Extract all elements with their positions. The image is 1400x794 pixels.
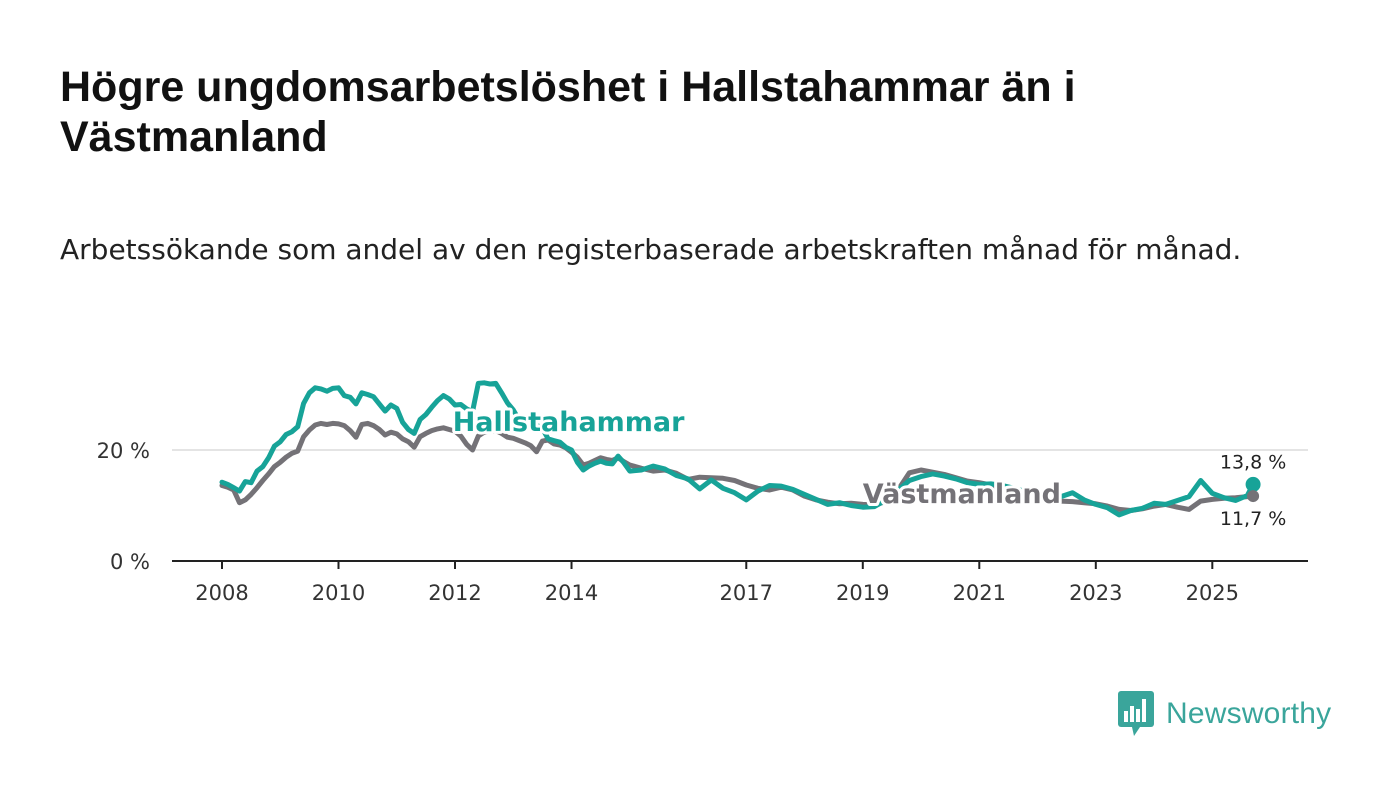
series-label-hallstahammar: Hallstahammar bbox=[453, 407, 685, 438]
chart-subtitle: Arbetssökande som andel av den registerb… bbox=[60, 233, 1242, 266]
chart-title: Högre ungdomsarbetslöshet i Hallstahamma… bbox=[60, 63, 1076, 161]
x-tick-label: 2017 bbox=[720, 581, 773, 605]
axis-layer: 0 % 20 % 2008 2010 2012 2014 2017 2019 2021 2023 2… bbox=[97, 439, 1308, 605]
x-tick-label: 2010 bbox=[312, 581, 365, 605]
end-label-vastmanland: 11,7 % bbox=[1220, 508, 1286, 530]
series-label-vastmanland: Västmanland bbox=[863, 479, 1061, 510]
brand-logo: Newsworthy bbox=[1118, 690, 1331, 738]
x-tick-label: 2019 bbox=[836, 581, 889, 605]
series-label-hallstahammar-halo: Hallstahammar bbox=[453, 407, 685, 438]
x-tick-label: 2021 bbox=[953, 581, 1006, 605]
x-tick-label: 2012 bbox=[428, 581, 481, 605]
y-tick-label: 20 % bbox=[97, 439, 150, 463]
brand-name: Newsworthy bbox=[1166, 697, 1332, 730]
y-tick-label: 0 % bbox=[110, 550, 150, 574]
series-layer bbox=[219, 380, 1261, 518]
label-layer: 13,8 %11,7 %HallstahammarHallstahammarVä… bbox=[450, 404, 1287, 530]
x-tick-label: 2025 bbox=[1186, 581, 1239, 605]
series-line-v-stmanland bbox=[219, 420, 1256, 513]
end-label-hallstahammar: 13,8 % bbox=[1220, 451, 1286, 473]
x-tick-label: 2023 bbox=[1069, 581, 1122, 605]
x-tick-label: 2008 bbox=[195, 581, 248, 605]
x-tick-label: 2014 bbox=[545, 581, 598, 605]
series-line-hallstahammar bbox=[219, 380, 1256, 518]
end-point-hallstahammar bbox=[1245, 476, 1261, 492]
series-label-vastmanland-halo: Västmanland bbox=[863, 479, 1061, 510]
end-point-vastmanland bbox=[1247, 490, 1260, 503]
bar-chart-speech-bubble-icon bbox=[1118, 691, 1154, 736]
